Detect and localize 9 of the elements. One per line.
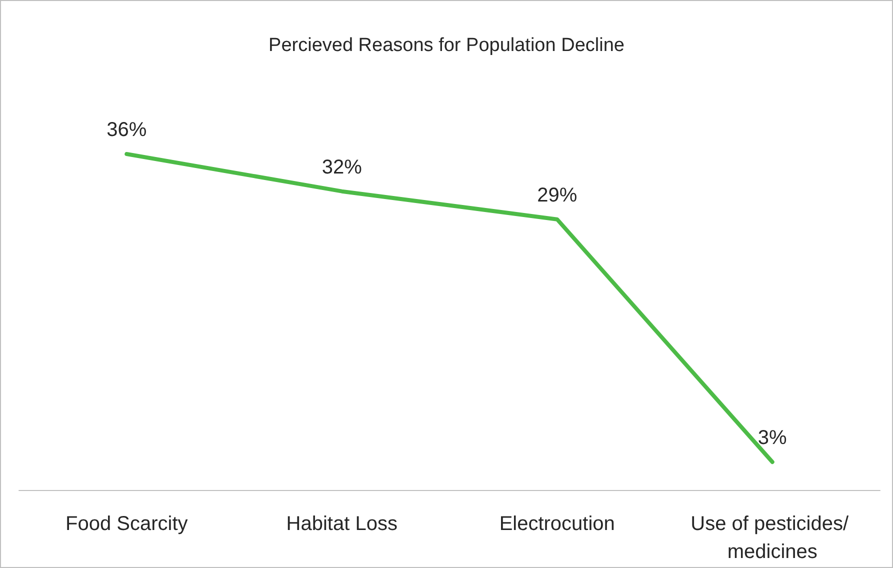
x-tick-label: Food Scarcity (65, 513, 188, 535)
data-label: 3% (758, 427, 788, 449)
chart-title: Percieved Reasons for Population Decline (268, 35, 624, 56)
x-tick-label: Habitat Loss (286, 513, 398, 535)
x-tick-label: Use of pesticides/ medicines (690, 513, 854, 563)
data-label: 32% (322, 156, 362, 178)
data-label: 36% (106, 119, 147, 141)
x-tick-label: Electrocution (499, 513, 615, 535)
data-label: 29% (537, 184, 578, 206)
